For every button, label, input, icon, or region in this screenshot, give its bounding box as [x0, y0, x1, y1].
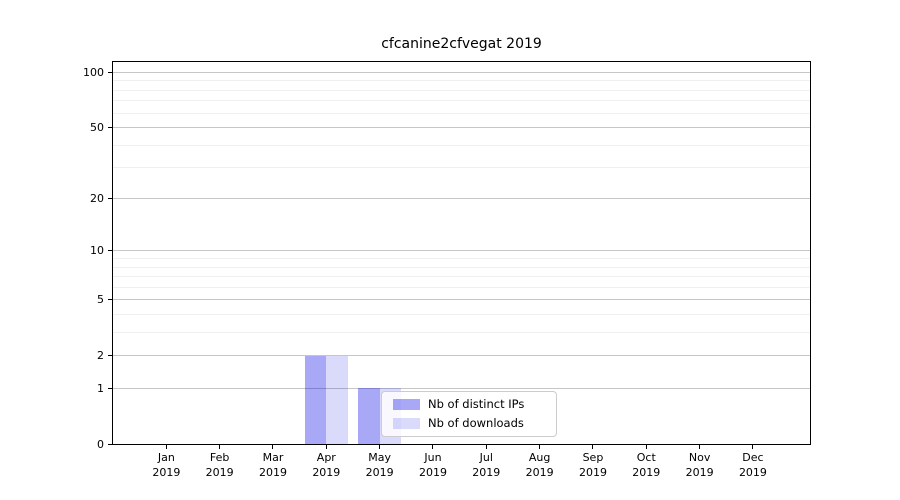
legend-item-downloads: Nb of downloads [382, 414, 556, 433]
x-tick-label: Apr 2019 [296, 450, 356, 480]
x-tick-mark [165, 445, 167, 449]
x-tick-label-line: May [368, 451, 392, 464]
x-tick-mark [645, 445, 647, 449]
gridline-major [113, 71, 810, 73]
x-tick-mark [219, 445, 221, 449]
y-tick-mark [108, 387, 112, 389]
gridline-minor [113, 89, 810, 91]
x-tick-mark [379, 445, 381, 449]
x-tick-mark [325, 445, 327, 449]
legend-label-downloads: Nb of downloads [428, 416, 524, 430]
x-tick-label-line: Sep [582, 451, 604, 464]
y-tick-mark [108, 355, 112, 357]
x-tick-label-line: 2019 [738, 466, 767, 479]
gridline-major [113, 126, 810, 128]
x-tick-mark [699, 445, 701, 449]
y-tick-label: 10 [90, 244, 104, 258]
x-tick-label-line: 2019 [152, 466, 181, 479]
x-tick-mark [432, 445, 434, 449]
x-tick-label-line: 2019 [685, 466, 714, 479]
x-tick-label: Jun 2019 [403, 450, 463, 480]
legend: Nb of distinct IPs Nb of downloads [381, 391, 557, 437]
bar-distinct-ips-apr-2019 [304, 355, 327, 444]
gridline-minor [113, 144, 810, 146]
y-tick-label: 50 [90, 120, 104, 134]
gridline-minor [113, 313, 810, 315]
bar-downloads-apr-2019 [326, 355, 348, 444]
y-tick-label: 1 [97, 381, 104, 395]
x-tick-label-line: 2019 [205, 466, 234, 479]
legend-swatch-distinct-ips [393, 399, 420, 410]
legend-label-distinct-ips: Nb of distinct IPs [428, 397, 525, 411]
gridline-minor [113, 80, 810, 82]
gridline-major [113, 387, 810, 389]
y-tick-label: 0 [97, 437, 104, 451]
gridline-minor [113, 258, 810, 260]
x-tick-label-line: 2019 [258, 466, 287, 479]
gridline-major [113, 299, 810, 301]
x-tick-label-line: 2019 [312, 466, 341, 479]
gridline-minor [113, 167, 810, 169]
y-tick-mark [108, 126, 112, 128]
y-tick-label: 5 [97, 293, 104, 307]
chart-title: cfcanine2cfvegat 2019 [381, 36, 542, 52]
gridline-minor [113, 286, 810, 288]
legend-item-distinct-ips: Nb of distinct IPs [382, 395, 556, 414]
x-tick-label: Nov 2019 [670, 450, 730, 480]
x-tick-label-line: Oct [636, 451, 656, 464]
x-tick-label-line: Nov [688, 451, 711, 464]
y-tick-mark [108, 71, 112, 73]
y-tick-label: 2 [97, 349, 104, 363]
x-tick-label: Jul 2019 [456, 450, 516, 480]
gridline-minor [113, 112, 810, 114]
x-tick-label-line: Apr [316, 451, 336, 464]
y-tick-label: 20 [90, 192, 104, 206]
gridline-major [113, 355, 810, 357]
bar-distinct-ips-may-2019 [358, 388, 380, 444]
y-tick-mark [108, 299, 112, 301]
x-tick-label: Sep 2019 [563, 450, 623, 480]
x-tick-mark [592, 445, 594, 449]
x-tick-label: May 2019 [350, 450, 410, 480]
x-tick-label-line: 2019 [525, 466, 554, 479]
x-tick-label-line: 2019 [365, 466, 394, 479]
x-tick-label: Feb 2019 [190, 450, 250, 480]
x-tick-label-line: 2019 [632, 466, 661, 479]
x-tick-mark [272, 445, 274, 449]
x-tick-label-line: Jan [157, 451, 175, 464]
x-tick-mark [752, 445, 754, 449]
legend-swatch-downloads [393, 418, 420, 429]
x-tick-mark [539, 445, 541, 449]
x-tick-label-line: Jul [479, 451, 493, 464]
x-tick-label-line: 2019 [418, 466, 447, 479]
x-tick-label: Jan 2019 [136, 450, 196, 480]
x-tick-label-line: Jun [424, 451, 442, 464]
x-tick-label-line: 2019 [578, 466, 607, 479]
gridline-minor [113, 266, 810, 268]
y-tick-label: 100 [83, 65, 104, 79]
gridline-minor [113, 331, 810, 333]
x-tick-label-line: Dec [742, 451, 764, 464]
x-tick-label: Mar 2019 [243, 450, 303, 480]
gridline-major [113, 198, 810, 200]
x-tick-label: Dec 2019 [723, 450, 783, 480]
x-tick-label-line: Mar [262, 451, 284, 464]
gridline-minor [113, 276, 810, 278]
y-tick-mark [108, 443, 112, 445]
y-tick-mark [108, 250, 112, 252]
y-tick-mark [108, 198, 112, 200]
x-tick-label-line: Aug [528, 451, 551, 464]
gridline-minor [113, 100, 810, 102]
x-tick-label-line: Feb [209, 451, 230, 464]
x-tick-label: Oct 2019 [616, 450, 676, 480]
x-tick-label: Aug 2019 [510, 450, 570, 480]
gridline-major [113, 250, 810, 252]
x-tick-mark [485, 445, 487, 449]
x-tick-label-line: 2019 [472, 466, 501, 479]
